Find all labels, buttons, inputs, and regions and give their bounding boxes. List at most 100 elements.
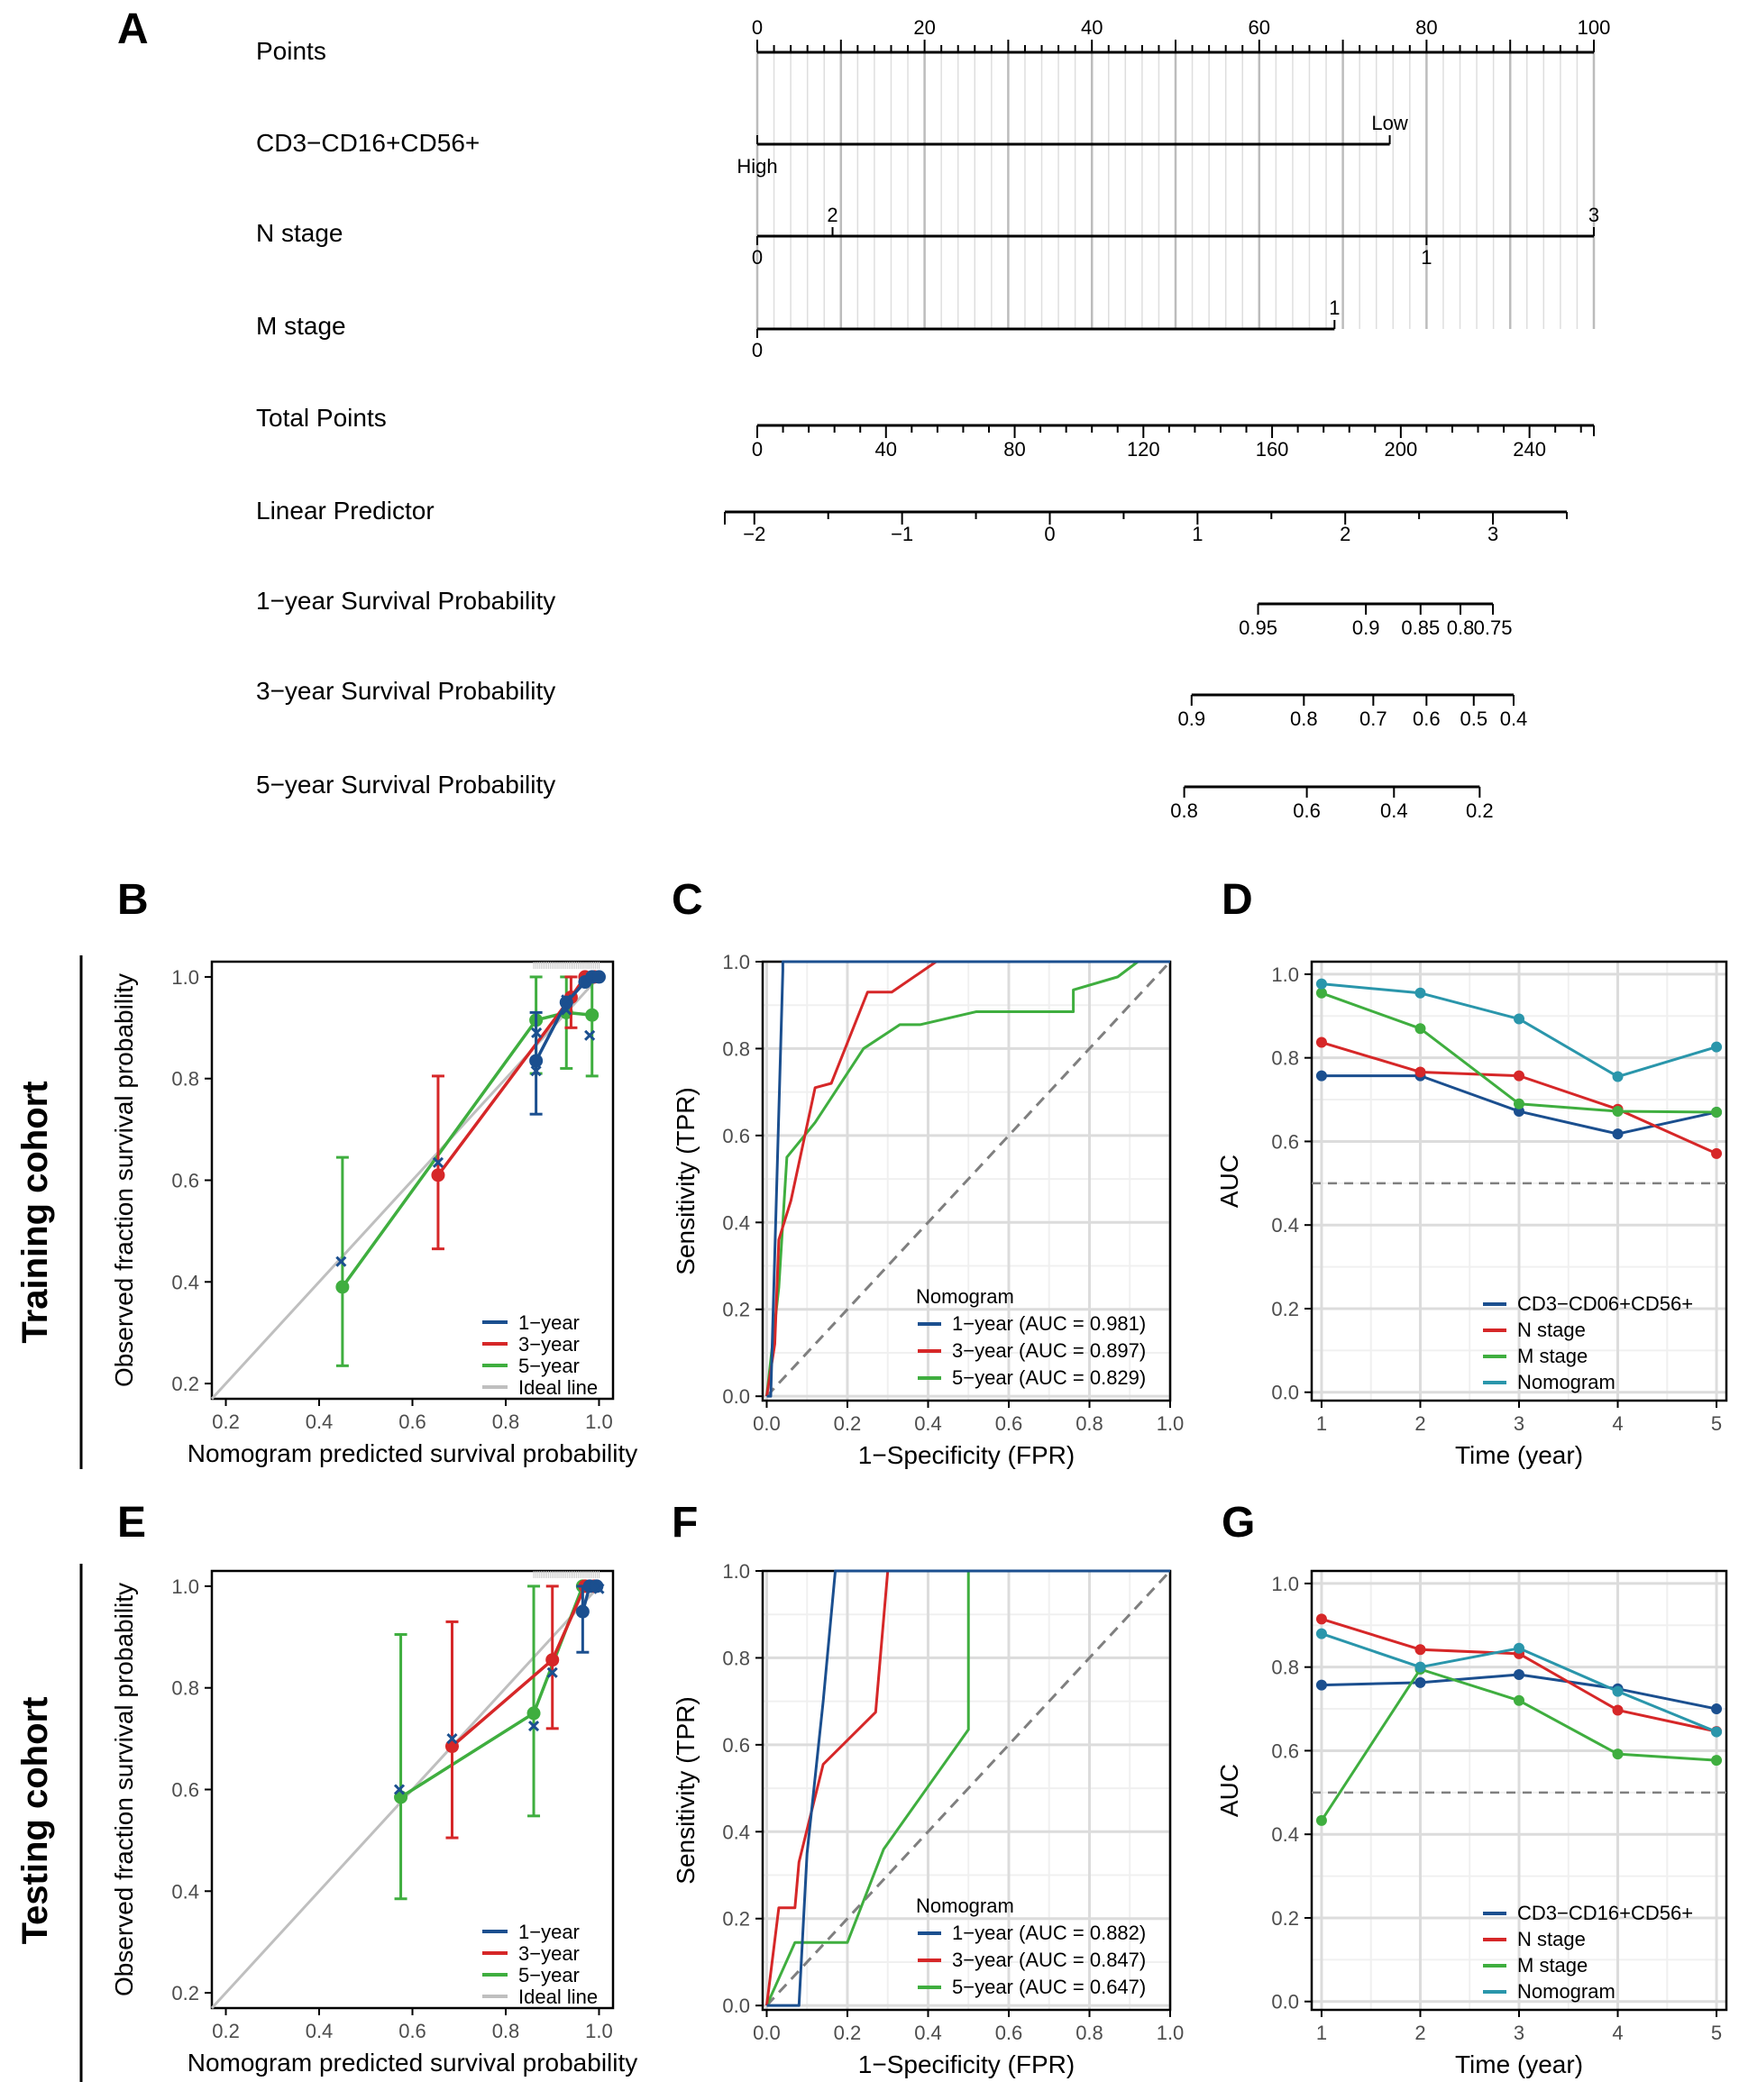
x-tick-label: 0.6 [398, 2020, 426, 2042]
auc-point [1612, 1704, 1624, 1716]
x-axis-label: Nomogram predicted survival probability [188, 1439, 638, 1467]
legend-label: 5−year (AUC = 0.829) [952, 1366, 1146, 1389]
roc-curve [766, 960, 1170, 1398]
linear-predictor-tick-label: 2 [1340, 523, 1350, 545]
survival-tick-label: 0.8 [1170, 799, 1198, 822]
km-estimate-mark-b [561, 994, 572, 1006]
calibration-point [335, 1280, 350, 1294]
survival-tick-label: 0.5 [1460, 708, 1487, 730]
y-tick-label: 0.4 [722, 1821, 750, 1843]
panel-label-B: B [117, 876, 149, 924]
auc-plot-G: 1 2 3 4 5 0.0 0.2 0.4 0.6 0.8 1.0 Time (year) AUC CD3… [1215, 1569, 1728, 2078]
legend-label: CD3−CD16+CD56+ [1517, 1902, 1693, 1924]
calibration-point [529, 1054, 544, 1068]
n-stage-level: 1 [1421, 246, 1432, 269]
y-tick-label: 0.0 [1271, 1382, 1299, 1404]
x-tick-label: 0.8 [492, 1411, 520, 1433]
x-tick-label: 4 [1612, 2022, 1623, 2044]
km-estimate-mark-b [561, 1004, 572, 1016]
survival-tick-label: 0.7 [1359, 708, 1387, 730]
survival-tick-label: 0.8 [1290, 708, 1318, 730]
legend-label: 1−year [518, 1921, 580, 1943]
x-tick-label: 0.4 [914, 1412, 942, 1435]
km-estimate-mark [561, 994, 572, 1006]
auc-plot-D: 1 2 3 4 5 0.0 0.2 0.4 0.6 0.8 1.0 Time (year) AUC CD3… [1215, 960, 1728, 1469]
total-points-tick-label: 200 [1384, 438, 1417, 461]
survival-tick-label: 0.6 [1413, 708, 1441, 730]
x-axis-label: 1−Specificity (FPR) [858, 2050, 1075, 2078]
m-stage-level: 0 [752, 339, 763, 361]
nomogram-row-label: 3−year Survival Probability [256, 677, 555, 705]
survival-tick-label: 0.6 [1293, 799, 1321, 822]
y-tick-label: 0.4 [722, 1211, 750, 1234]
linear-predictor-tick-label: −1 [891, 523, 913, 545]
total-points-tick-label: 40 [875, 438, 897, 461]
legend-label: CD3−CD06+CD56+ [1517, 1292, 1693, 1315]
y-tick-label: 1.0 [722, 1560, 750, 1583]
km-estimate-mark [546, 1666, 558, 1678]
y-tick-label: 0.0 [722, 1995, 750, 2017]
nomogram-row-label: Linear Predictor [256, 497, 435, 525]
legend-label: Ideal line [518, 1986, 598, 2008]
auc-point [1315, 1613, 1327, 1625]
auc-point [1315, 978, 1327, 990]
linear-predictor-tick-label: 1 [1192, 523, 1203, 545]
y-tick-label: 0.2 [171, 1982, 199, 2004]
panel-label-F: F [672, 1499, 698, 1547]
calibration-plot-E: 0.2 0.4 0.6 0.8 1.0 0.2 0.4 0.6 0.8 1.0 Nomogram p… [110, 1569, 637, 2077]
x-tick-label: 0.0 [753, 1412, 781, 1435]
x-tick-label: 1.0 [1157, 2022, 1185, 2044]
y-tick-label: 0.4 [171, 1880, 199, 1903]
auc-point [1315, 1070, 1327, 1082]
linear-predictor-tick-label: −2 [743, 523, 765, 545]
legend-label: M stage [1517, 1345, 1588, 1367]
nomogram-row-label: N stage [256, 219, 343, 247]
x-tick-label: 1.0 [1157, 1412, 1185, 1435]
calibration-point [585, 1008, 599, 1022]
calibration-point [431, 1168, 445, 1182]
calibration-line [399, 1585, 584, 1799]
survival-tick-label: 0.2 [1466, 799, 1494, 822]
x-tick-label: 3 [1514, 2022, 1524, 2044]
legend-label: 5−year [518, 1355, 580, 1377]
x-axis-label: 1−Specificity (FPR) [858, 1441, 1075, 1469]
legend-label: 3−year (AUC = 0.897) [952, 1339, 1146, 1362]
m-stage-level: 1 [1329, 297, 1340, 319]
legend-label: 5−year [518, 1964, 580, 1986]
calibration-point [526, 1706, 541, 1721]
survival-tick-label: 0.9 [1177, 708, 1205, 730]
y-tick-label: 0.8 [1271, 1657, 1299, 1679]
total-points-tick-label: 240 [1513, 438, 1546, 461]
km-estimate-mark-b [446, 1733, 458, 1745]
roc-curve [765, 1569, 1170, 2006]
total-points-tick-label: 120 [1127, 438, 1160, 461]
nomogram: Points CD3−CD16+CD56+ N stage M stage Total … [256, 16, 1610, 822]
x-axis-label: Time (year) [1455, 1441, 1583, 1469]
km-estimate-mark [584, 1029, 596, 1041]
km-estimate-mark [393, 1784, 406, 1795]
x-tick-label: 0.2 [834, 1412, 862, 1435]
auc-point [1514, 1106, 1524, 1118]
panel-label-G: G [1222, 1499, 1255, 1547]
points-tick-label: 80 [1415, 16, 1437, 39]
roc-curve [766, 1569, 1170, 2007]
survival-tick-label: 0.95 [1239, 616, 1277, 639]
calibration-point [545, 1653, 560, 1667]
x-tick-label: 0.8 [1075, 1412, 1103, 1435]
y-tick-label: 0.2 [1271, 1907, 1299, 1930]
km-estimate-mark [530, 1065, 542, 1077]
auc-point [1514, 1013, 1524, 1025]
n-stage-level: 0 [752, 246, 763, 269]
auc-point [1315, 1679, 1327, 1691]
y-tick-label: 0.4 [1271, 1823, 1299, 1846]
km-estimate-mark-b [546, 1666, 558, 1678]
legend-label: 3−year [518, 1942, 580, 1965]
legend-label: Nomogram [1517, 1980, 1615, 2003]
y-tick-label: 0.8 [171, 1068, 199, 1091]
nomogram-row-label: Total Points [256, 404, 387, 432]
y-tick-label: 0.8 [1271, 1047, 1299, 1070]
y-tick-label: 0.2 [722, 1299, 750, 1321]
y-tick-label: 1.0 [171, 966, 199, 989]
calibration-point [575, 1604, 590, 1619]
roc-curve [764, 960, 1170, 1397]
